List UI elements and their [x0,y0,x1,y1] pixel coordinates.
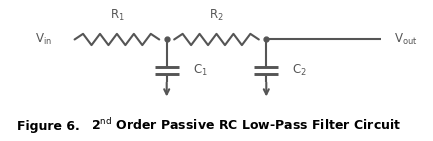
Text: R$_{\mathsf{1}}$: R$_{\mathsf{1}}$ [110,8,124,23]
Text: 2$^{\mathsf{nd}}$ Order Passive RC Low-Pass Filter Circuit: 2$^{\mathsf{nd}}$ Order Passive RC Low-P… [91,117,401,133]
Text: C$_{\mathsf{2}}$: C$_{\mathsf{2}}$ [292,63,307,78]
Text: V$_{\mathsf{in}}$: V$_{\mathsf{in}}$ [35,32,52,47]
Text: Figure 6.: Figure 6. [17,120,80,133]
Text: C$_{\mathsf{1}}$: C$_{\mathsf{1}}$ [193,63,207,78]
Text: R$_{\mathsf{2}}$: R$_{\mathsf{2}}$ [209,8,224,23]
Text: V$_{\mathsf{out}}$: V$_{\mathsf{out}}$ [394,32,417,47]
